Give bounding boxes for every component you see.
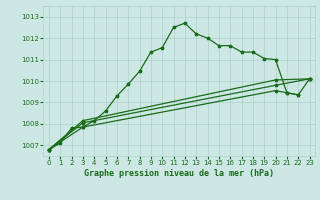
- X-axis label: Graphe pression niveau de la mer (hPa): Graphe pression niveau de la mer (hPa): [84, 169, 274, 178]
